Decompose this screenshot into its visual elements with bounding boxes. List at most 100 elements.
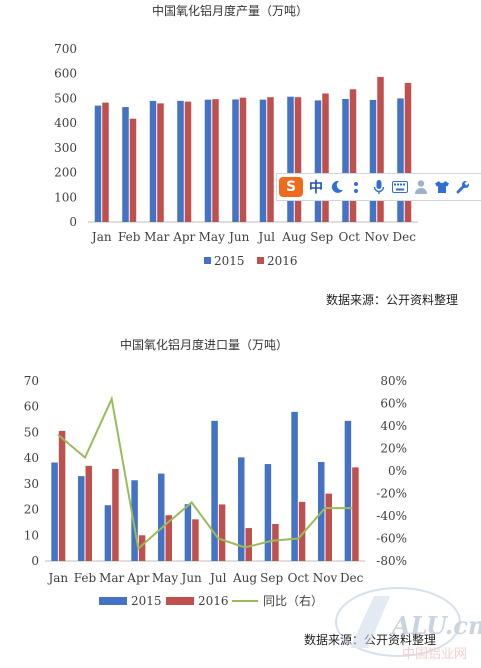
production-bar-2015-Sep <box>314 100 322 222</box>
import-yoy-point-Jul <box>217 537 220 540</box>
import-bars <box>51 411 359 561</box>
import-x-tick-label: Jan <box>46 571 68 585</box>
watermark-logo: ALU.cn 中国铝业网 <box>332 576 481 664</box>
production-bar-2016-Mar <box>157 103 164 222</box>
import-yoy-point-Aug <box>244 546 246 549</box>
skin-icon[interactable] <box>434 178 450 196</box>
input-mode-toggle[interactable]: 中 <box>309 180 323 196</box>
production-bar-2015-Aug <box>287 96 294 222</box>
production-bar-2015-Feb <box>122 107 129 222</box>
import-y-tick-label-left: 0 <box>31 554 39 568</box>
production-y-tick-label: 0 <box>69 215 77 229</box>
import-bar-2015-Jul <box>211 420 218 561</box>
import-bar-2015-Jun <box>184 504 192 561</box>
import-legend-swatch-2015 <box>99 597 127 605</box>
wrench-icon[interactable] <box>455 178 471 196</box>
moon-icon[interactable] <box>329 178 345 196</box>
production-bars <box>94 76 412 222</box>
import-y-tick-label-left: 40 <box>24 451 39 465</box>
production-chart-title: 中国氧化铝月度产量（万吨） <box>152 3 308 18</box>
import-x-tick-label: May <box>152 571 178 585</box>
import-y-tick-label-left: 70 <box>24 374 39 388</box>
production-x-tick-label: Nov <box>364 230 389 244</box>
production-y-tick-label: 600 <box>54 67 77 81</box>
production-bar-2015-Mar <box>149 100 157 222</box>
import-bar-2016-Feb <box>85 465 92 561</box>
import-bar-2016-Oct <box>298 501 306 561</box>
import-bar-2015-May <box>158 473 165 561</box>
production-y-tick-label: 400 <box>54 116 77 130</box>
import-y-tick-label-right: 60% <box>380 397 407 411</box>
production-y-axis: 0 100 200 300 400 500 600 700 <box>54 42 77 229</box>
import-bar-2016-Apr <box>138 535 146 561</box>
import-y-tick-label-right: 0% <box>388 464 407 478</box>
punctuation-icon[interactable] <box>350 178 366 196</box>
production-bar-2016-May <box>212 99 219 222</box>
import-bar-2016-Jul <box>218 504 226 561</box>
import-bar-2015-Aug <box>238 457 245 561</box>
import-y-tick-label-right: -20% <box>376 487 407 501</box>
import-bar-2015-Feb <box>78 476 85 561</box>
production-y-tick-label: 500 <box>54 91 77 105</box>
import-yoy-point-Dec <box>350 507 353 509</box>
production-x-axis: Jan Feb Mar Apr May Jun Jul Aug Sep Oct Nov Dec <box>90 230 416 244</box>
import-yoy-line-path <box>57 395 352 551</box>
import-yoy-point-Jan <box>57 434 60 436</box>
production-x-tick-label: Aug <box>281 230 306 244</box>
production-x-tick-label: Jan <box>90 230 112 244</box>
import-bar-2016-Nov <box>325 493 332 561</box>
import-yoy-point-Apr <box>137 547 140 550</box>
import-x-tick-label: Apr <box>126 571 149 585</box>
production-bar-2016-Oct <box>349 89 357 222</box>
production-x-tick-label: Mar <box>144 230 169 244</box>
import-legend-label: 2016 <box>198 594 229 608</box>
production-legend-label: 2016 <box>267 254 298 268</box>
keyboard-icon[interactable] <box>392 178 408 196</box>
import-bar-2015-Dec <box>344 420 352 561</box>
microphone-icon[interactable] <box>371 178 387 196</box>
import-yoy-point-Jun <box>190 501 193 504</box>
import-y-tick-label-left: 60 <box>24 400 39 414</box>
production-y-tick-label: 300 <box>54 141 77 155</box>
sogou-logo-icon[interactable]: S <box>279 177 303 197</box>
import-yoy-point-Oct <box>297 537 300 540</box>
import-yoy-point-Nov <box>324 507 326 509</box>
production-bar-2015-Jun <box>232 99 239 222</box>
import-y-axis-right: -80% -60% -40% -20% 0% 20% 40% 60% 80% <box>376 374 407 568</box>
import-bar-2016-Aug <box>245 528 252 561</box>
production-x-tick-label: Apr <box>172 230 195 244</box>
import-y-tick-label-left: 50 <box>24 425 39 439</box>
import-x-tick-label: Feb <box>74 571 97 585</box>
import-yoy-point-Feb <box>84 456 86 459</box>
production-source-note: 数据来源：公开资料整理 <box>326 292 458 307</box>
production-bar-2016-Apr <box>184 101 192 222</box>
production-y-tick-label: 100 <box>54 190 77 204</box>
production-y-tick-label: 700 <box>54 42 77 56</box>
watermark-text: ALU.cn <box>390 611 481 640</box>
production-y-tick-label: 200 <box>54 166 77 180</box>
production-x-tick-label: Dec <box>393 230 417 244</box>
user-icon[interactable] <box>413 178 429 196</box>
import-yoy-line <box>57 395 353 551</box>
watermark-subtitle: 中国铝业网 <box>402 647 467 662</box>
import-bar-2015-Oct <box>291 411 298 561</box>
import-bar-2015-Sep <box>264 464 272 561</box>
ime-toolbar[interactable]: S 中 <box>276 173 481 201</box>
import-y-tick-label-right: -80% <box>376 554 407 568</box>
import-y-tick-label-right: 20% <box>380 442 407 456</box>
import-legend: 2015 2016 同比（右） <box>99 593 323 608</box>
production-x-tick-label: Feb <box>118 230 141 244</box>
production-bar-2016-Feb <box>129 118 137 222</box>
import-x-tick-label: Sep <box>260 571 283 585</box>
production-bar-2015-Jul <box>259 99 267 222</box>
production-legend-label: 2015 <box>214 254 245 268</box>
production-bar-2016-Jun <box>239 97 247 222</box>
import-yoy-point-Sep <box>270 539 273 542</box>
production-chart: 中国氧化铝月度产量（万吨） 0 100 200 300 400 500 600 700 Jan… <box>54 3 458 307</box>
import-x-tick-label: Aug <box>232 571 257 585</box>
import-legend-label: 2015 <box>131 594 162 608</box>
import-x-tick-label: Dec <box>340 571 364 585</box>
production-x-tick-label: Jul <box>257 230 276 244</box>
